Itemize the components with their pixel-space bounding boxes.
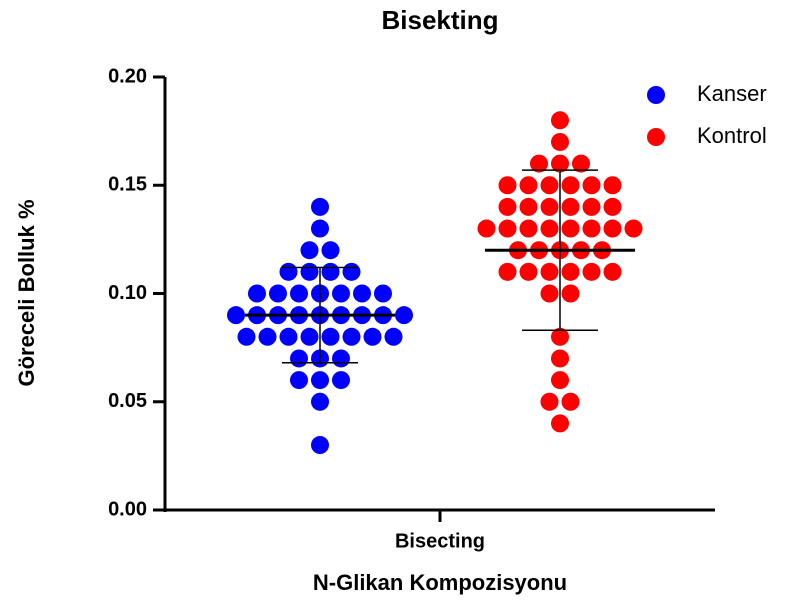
data-point [384,327,403,346]
data-point [227,306,245,325]
data-point [519,219,538,238]
data-point [248,284,266,303]
data-point [311,392,329,411]
data-point [374,284,392,303]
data-point [530,154,548,173]
data-point [332,284,350,303]
data-point [321,327,340,346]
y-tick-label: 0.00 [108,498,147,520]
data-point [551,349,569,368]
data-point [540,219,559,238]
y-axis-title: Göreceli Bolluk % [14,199,39,386]
data-point [561,284,580,303]
data-point [300,262,319,281]
data-point [290,349,308,368]
data-point [582,197,601,216]
data-point [540,176,559,195]
y-tick-label: 0.10 [108,282,147,304]
data-point [540,197,559,216]
data-point [269,284,287,303]
data-point [561,176,580,195]
data-point [321,262,340,281]
data-point [519,176,538,195]
data-point [551,371,569,390]
chart-title: Bisekting [381,5,498,35]
data-point [519,197,538,216]
y-tick-label: 0.05 [108,390,147,412]
y-tick-label: 0.15 [108,174,147,196]
data-point [572,154,590,173]
data-point [582,219,601,238]
data-point [498,197,517,216]
data-point [477,219,496,238]
data-point [540,392,559,411]
legend-label: Kanser [697,81,767,106]
data-point [561,262,580,281]
data-point [551,414,569,433]
data-point [363,327,382,346]
data-point [258,327,277,346]
legend-marker [647,86,665,104]
data-point [300,327,319,346]
data-point [300,241,319,260]
data-point [561,392,580,411]
legend-marker [647,128,665,146]
x-axis-title: N-Glikan Kompozisyonu [313,570,567,595]
data-point [353,284,371,303]
data-point [603,262,622,281]
data-point [540,262,559,281]
data-point [540,284,559,303]
data-point [551,111,569,130]
data-point [279,327,298,346]
data-point [332,349,350,368]
data-point [624,219,643,238]
data-point [551,132,569,151]
data-point [311,197,329,216]
data-point [561,219,580,238]
data-point [237,327,256,346]
legend-label: Kontrol [697,123,767,148]
data-point [290,371,308,390]
data-point [561,197,580,216]
data-point [498,219,517,238]
data-point [551,327,569,346]
data-point [332,371,350,390]
data-point [582,262,601,281]
data-point [582,176,601,195]
data-point [311,436,329,455]
y-tick-label: 0.20 [108,65,147,87]
data-point [290,284,308,303]
data-point [603,197,622,216]
data-point [603,176,622,195]
data-point [498,262,517,281]
data-point [603,219,622,238]
data-point [311,219,329,238]
data-point [342,262,361,281]
data-point [279,262,298,281]
data-point [321,241,340,260]
data-point [498,176,517,195]
data-point [519,262,538,281]
data-point [395,306,413,325]
data-point [551,154,569,173]
data-point [311,371,329,390]
data-point [342,327,361,346]
x-tick-label: Bisecting [395,530,485,552]
